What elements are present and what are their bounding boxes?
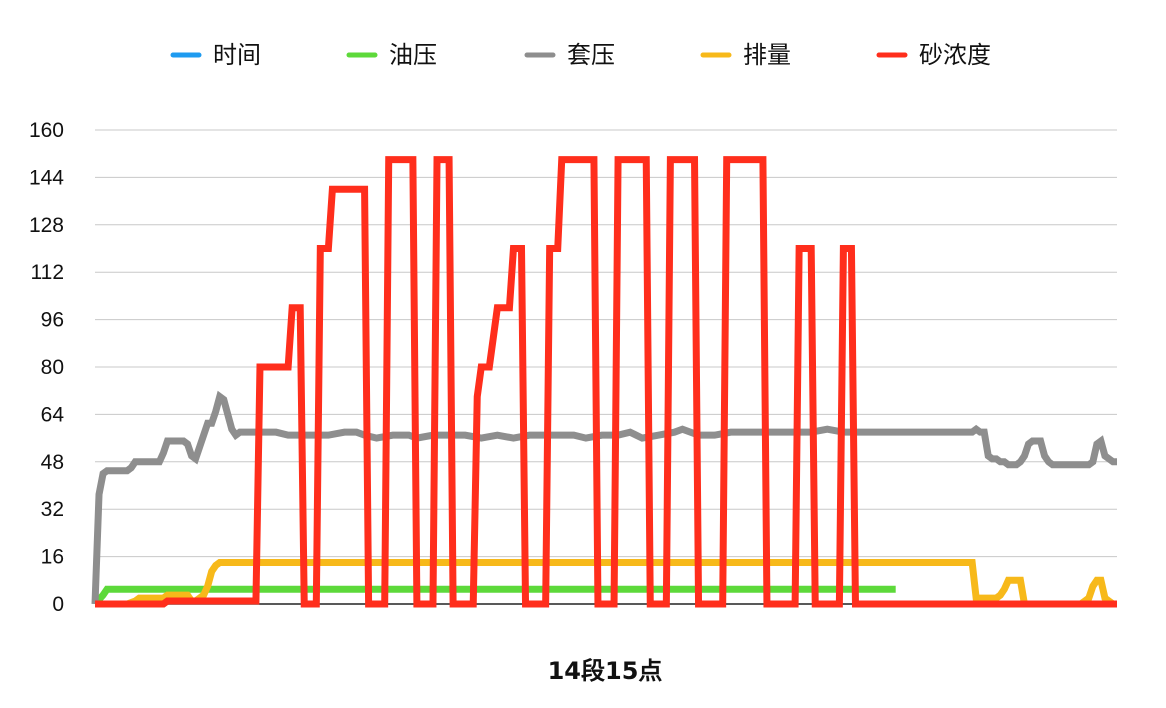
y-tick-label: 32 [41,498,64,521]
legend-label: 砂浓度 [919,41,991,69]
y-tick-label: 48 [41,451,64,474]
gridlines [95,129,1117,605]
legend-label: 油压 [389,41,437,69]
y-tick-label: 144 [29,166,64,189]
y-tick-label: 128 [29,214,64,237]
x-axis-label: 14段15点 [548,657,663,685]
y-axis: 0 16 32 48 64 80 96 112 128 144 160 [29,119,64,616]
legend-label: 排量 [743,41,791,69]
series-line-5 [95,156,1117,608]
y-tick-label: 96 [41,309,64,332]
series-lines [91,156,1117,608]
y-tick-label: 16 [41,546,64,569]
y-tick-label: 64 [41,403,65,426]
y-tick-label: 112 [31,261,64,284]
series-line-3 [91,390,1117,605]
legend-label: 时间 [213,41,261,69]
y-tick-label: 160 [29,119,64,142]
legend-label: 套压 [567,41,615,69]
chart-legend: 时间 油压 套压 排量 砂浓度 [170,41,991,69]
y-tick-label: 80 [41,356,64,379]
series-line-2 [92,585,896,607]
y-tick-label: 0 [52,593,64,616]
